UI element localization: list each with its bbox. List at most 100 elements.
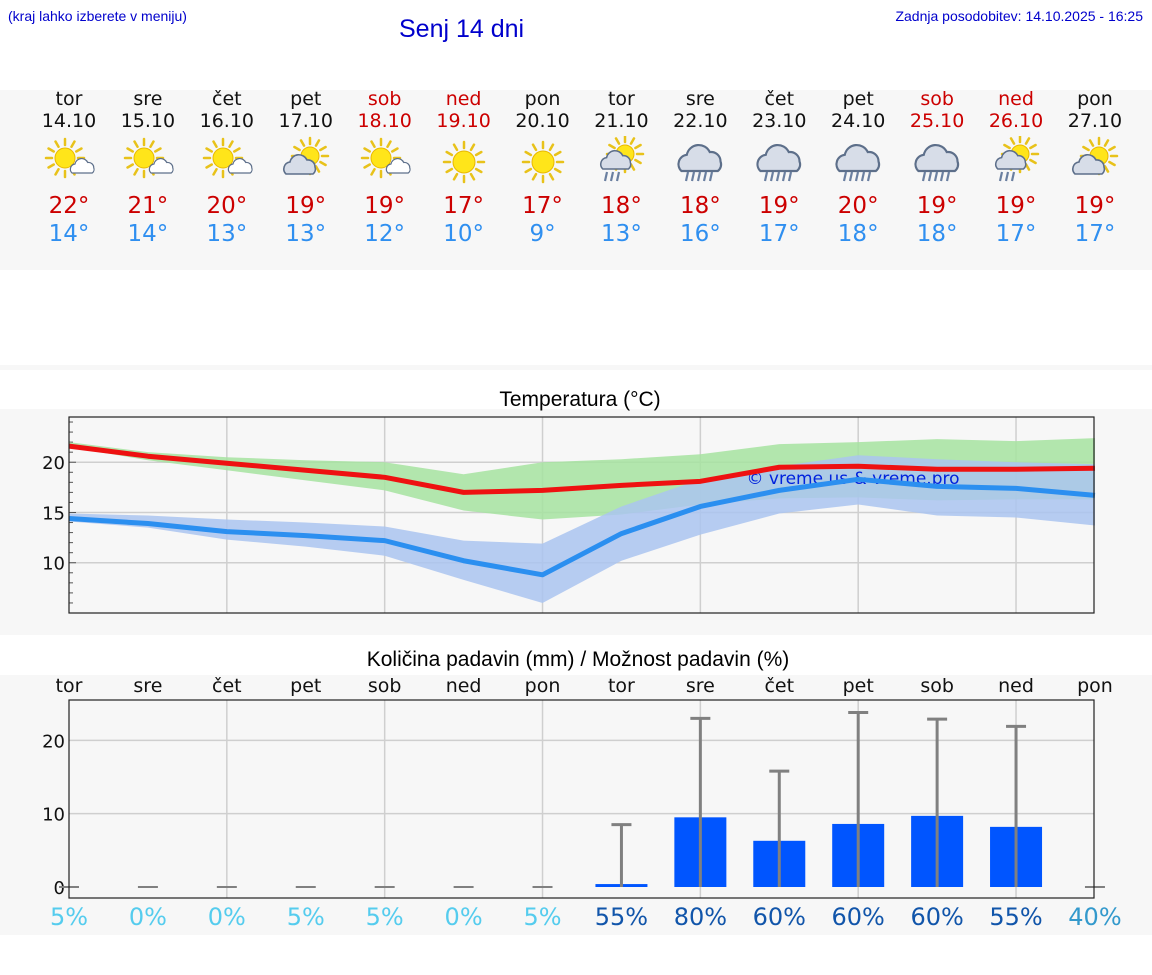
day-column: čet 23.10 19° 17° — [739, 88, 819, 248]
day-name: pon — [524, 88, 561, 110]
day-date: 23.10 — [752, 110, 807, 132]
day-name: pet — [290, 88, 322, 110]
precip-day-label: čet — [212, 675, 242, 697]
separator-band — [0, 365, 1152, 370]
day-column: sob 25.10 19° 18° — [897, 88, 977, 248]
precip-probability: 60% — [831, 903, 885, 931]
series-line-min — [68, 476, 1096, 578]
y-tick-label: 0 — [54, 878, 65, 899]
temp-max: 19° — [285, 193, 327, 219]
temp-min: 16° — [679, 221, 721, 247]
precip-day-label: pon — [1077, 675, 1113, 697]
y-tick-label: 20 — [42, 731, 65, 752]
weather-cloud-sun-icon — [282, 136, 329, 176]
weather-cloud-sun-icon — [1072, 136, 1119, 176]
forecast-band — [0, 90, 1152, 270]
temp-max: 19° — [995, 193, 1037, 219]
temp-max: 19° — [364, 193, 406, 219]
day-name: tor — [607, 88, 635, 110]
series-band-min — [69, 455, 1095, 603]
location-hint: (kraj lahko izberete v meniju) — [8, 8, 187, 24]
precip-day-label: tor — [607, 675, 635, 697]
temp-min: 14° — [48, 221, 90, 247]
day-name: pet — [842, 88, 874, 110]
weather-sun-cloud-icon — [360, 137, 411, 179]
temp-max: 19° — [1074, 193, 1116, 219]
precip-day-label: pet — [290, 675, 322, 697]
plot-frame — [68, 699, 1095, 899]
temp-max: 18° — [679, 193, 721, 219]
day-name: čet — [764, 88, 795, 110]
day-column: pon 27.10 19° 17° — [1055, 88, 1135, 248]
day-name: tor — [55, 88, 83, 110]
day-date: 16.10 — [199, 110, 255, 132]
day-column: pon 20.10 17° 9° — [503, 88, 583, 248]
day-date: 18.10 — [357, 110, 412, 132]
temp-chart-title: Temperatura (°C) — [499, 388, 661, 411]
y-tick-label: 10 — [42, 554, 65, 575]
day-name: sre — [133, 88, 163, 110]
day-date: 27.10 — [1067, 110, 1123, 132]
day-column: sob 18.10 19° 12° — [345, 88, 425, 248]
day-column: čet 16.10 20° 13° — [187, 88, 267, 248]
weather-sun-cloud-icon — [202, 137, 253, 179]
precip-day-label: sob — [920, 675, 954, 697]
day-date: 21.10 — [594, 110, 649, 132]
temp-max: 19° — [916, 193, 958, 219]
precip-probability: 0% — [207, 903, 246, 931]
day-name: sob — [367, 88, 402, 110]
day-column: sre 22.10 18° 16° — [660, 88, 740, 248]
temp-min: 18° — [837, 221, 879, 247]
temp-max: 17° — [443, 193, 484, 219]
temp-min: 17° — [995, 221, 1037, 247]
precip-probability: 60% — [910, 903, 964, 931]
y-tick-label: 15 — [42, 503, 65, 524]
day-name: ned — [998, 88, 1034, 110]
precip-chart-title: Količina padavin (mm) / Možnost padavin … — [366, 648, 790, 671]
weather-rain-icon — [835, 143, 881, 182]
precip-probability: 5% — [286, 903, 325, 931]
temp-min: 9° — [529, 221, 556, 247]
weather-rain-icon — [914, 143, 960, 182]
precip-day-label: pet — [842, 675, 874, 697]
precip-probability: 40% — [1068, 903, 1122, 931]
temp-min: 13° — [285, 221, 327, 247]
last-updated: Zadnja posodobitev: 14.10.2025 - 16:25 — [895, 8, 1143, 24]
precip-probability: 5% — [49, 903, 89, 931]
precip-day-label: čet — [764, 675, 795, 697]
precip-probability: 5% — [365, 903, 404, 931]
day-date: 24.10 — [830, 110, 886, 132]
precip-probability: 5% — [523, 903, 562, 931]
day-name: sre — [685, 88, 715, 110]
plot-frame — [68, 416, 1095, 614]
temp-min: 18° — [916, 221, 958, 247]
temp-min: 12° — [364, 221, 406, 247]
day-date: 19.10 — [436, 110, 491, 132]
precip-probability: 55% — [989, 903, 1043, 931]
day-column: pet 17.10 19° 13° — [266, 88, 346, 248]
weather-sun-rain-icon — [995, 136, 1040, 182]
precip-day-label: sre — [133, 675, 163, 697]
temp-max: 17° — [522, 193, 563, 219]
precipitation-chart: 0 10 20 — [42, 699, 1105, 899]
precip-day-label: pon — [524, 675, 561, 697]
weather-sun-cloud-icon — [44, 137, 95, 179]
precip-day-label: sob — [367, 675, 402, 697]
day-date: 15.10 — [120, 110, 176, 132]
day-date: 26.10 — [988, 110, 1044, 132]
day-date: 22.10 — [673, 110, 728, 132]
day-date: 14.10 — [41, 110, 97, 132]
day-column: sre 15.10 21° 14° — [108, 88, 188, 248]
temp-min: 17° — [1074, 221, 1116, 247]
temp-max: 18° — [601, 193, 642, 219]
day-date: 17.10 — [278, 110, 333, 132]
temp-max: 20° — [837, 193, 879, 219]
temp-max: 21° — [127, 193, 169, 219]
temp-max: 20° — [206, 193, 248, 219]
day-column: tor 14.10 22° 14° — [29, 88, 109, 248]
precip-probability: 0% — [128, 903, 167, 931]
day-column: ned 19.10 17° 10° — [424, 88, 504, 248]
precip-probability: 80% — [673, 903, 728, 931]
day-column: ned 26.10 19° 17° — [976, 88, 1056, 248]
